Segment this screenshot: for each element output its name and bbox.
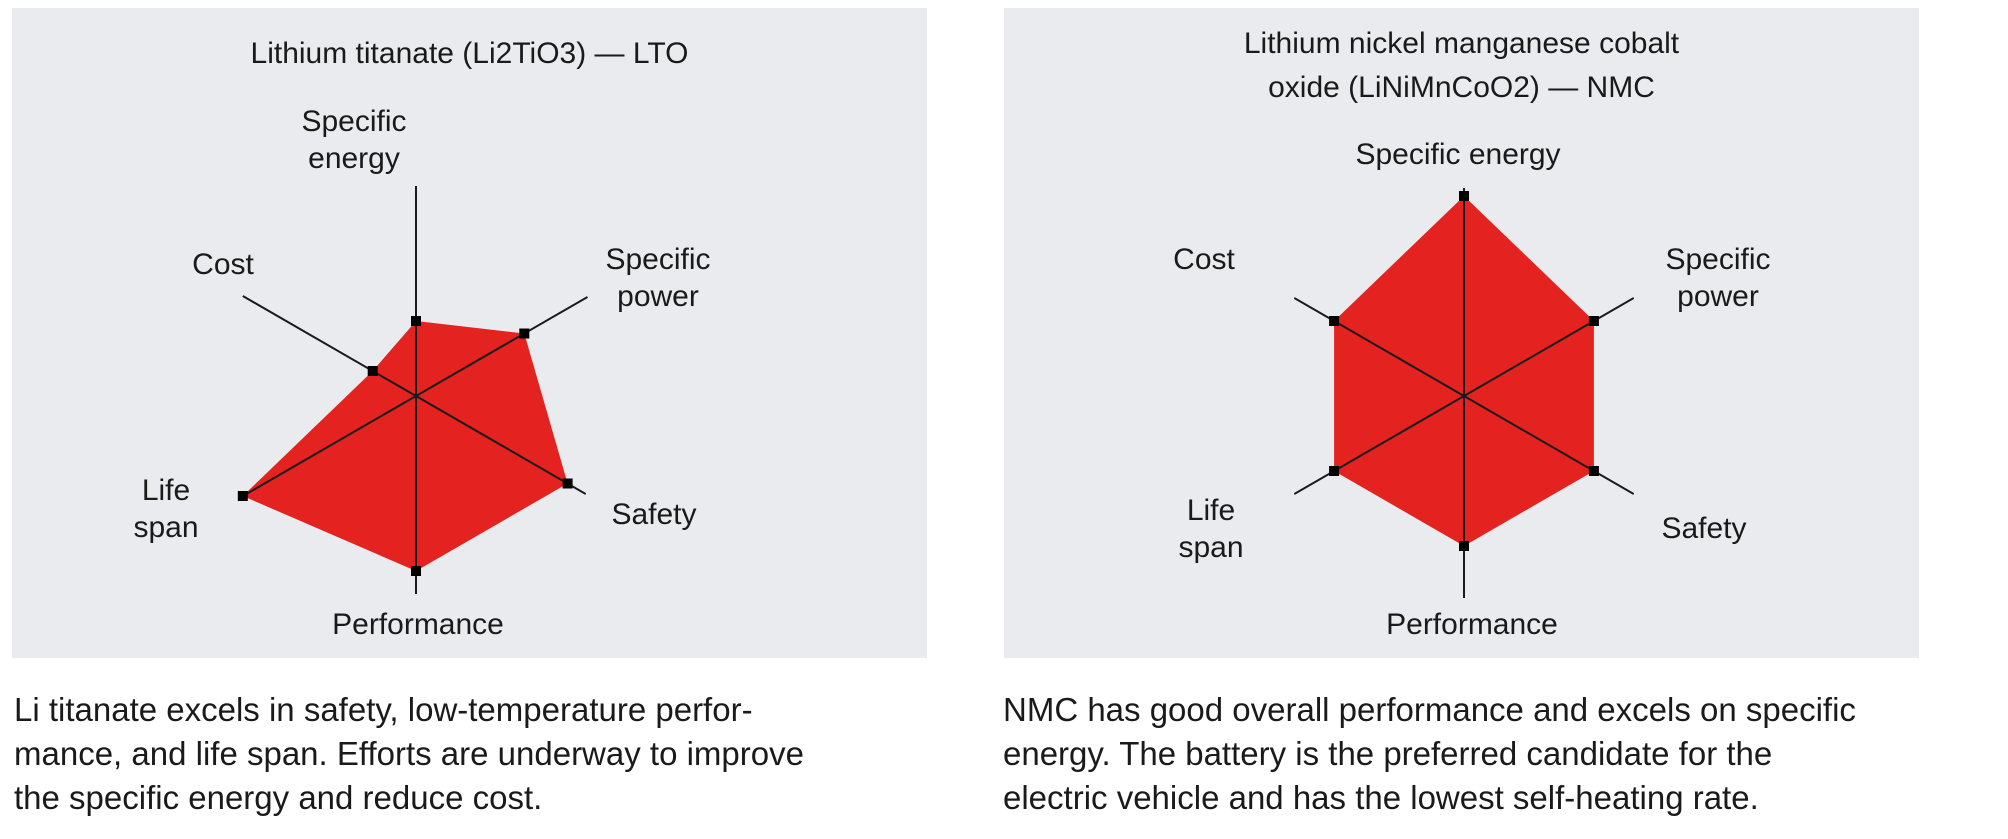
axis-label-performance: Performance (332, 608, 504, 641)
data-point-performance (1459, 541, 1469, 551)
axis-label-performance: Performance (1386, 608, 1558, 641)
chart-title-line: oxide (LiNiMnCoO2) — NMC (1268, 71, 1655, 104)
chart-title-line: Lithium titanate (Li2TiO3) — LTO (250, 37, 689, 70)
axis-line-life-span (1293, 395, 1465, 495)
lto-caption: Li titanate excels in safety, low-temper… (14, 688, 974, 820)
chart-title: Lithium titanate (Li2TiO3) — LTO (12, 32, 927, 76)
axis-line-safety (1463, 395, 1635, 495)
axis-label-cost: Cost (1173, 243, 1235, 276)
caption-line: NMC has good overall performance and exc… (1003, 691, 1856, 728)
axis-line-life-span (245, 395, 417, 495)
data-point-specific-power (519, 328, 530, 339)
data-point-safety (1588, 466, 1599, 476)
lto-radar-chart (237, 186, 588, 594)
caption-line: mance, and life span. Efforts are underw… (14, 735, 804, 772)
axis-label-specific-energy: Specific energy (1355, 138, 1561, 171)
caption-line: energy. The battery is the preferred can… (1003, 735, 1773, 772)
chart-title: Lithium nickel manganese cobalt oxide (L… (1004, 22, 1919, 110)
data-point-life-span (1329, 466, 1340, 476)
radar-area (242, 321, 568, 571)
axis-label-specific-power: Specific power (605, 243, 711, 313)
caption-line: Li titanate excels in safety, low-temper… (14, 691, 753, 728)
axis-line-cost (1293, 297, 1465, 397)
data-point-safety (562, 478, 573, 489)
data-point-life-span (237, 491, 248, 501)
caption-line: electric vehicle and has the lowest self… (1003, 779, 1759, 816)
nmc-caption: NMC has good overall performance and exc… (1003, 688, 1963, 820)
axis-label-life-span: Life span (1178, 494, 1244, 564)
axis-label-safety: Safety (1661, 512, 1747, 545)
data-point-performance (411, 566, 421, 576)
chart-title-line: Lithium nickel manganese cobalt (1243, 27, 1680, 60)
data-point-specific-power (1588, 316, 1599, 326)
data-point-specific-energy (411, 316, 421, 326)
axis-label-specific-energy: Specific energy (301, 105, 407, 175)
axis-line-specific-power (415, 296, 588, 397)
nmc-radar-chart (1293, 188, 1635, 598)
nmc-chart-panel: Lithium nickel manganese cobalt oxide (L… (1004, 8, 1919, 658)
axis-label-safety: Safety (611, 498, 697, 531)
data-point-specific-energy (1459, 191, 1469, 201)
data-point-cost (367, 366, 378, 376)
lto-chart-panel: Lithium titanate (Li2TiO3) — LTO Specifi… (12, 8, 927, 658)
axis-line-specific-power (1463, 297, 1635, 397)
caption-line: the specific energy and reduce cost. (14, 779, 543, 816)
axis-label-life-span: Life span (133, 474, 199, 544)
axis-line-cost (242, 295, 417, 397)
axis-label-specific-power: Specific power (1665, 243, 1771, 313)
data-point-cost (1329, 316, 1340, 326)
axis-label-cost: Cost (192, 248, 254, 281)
axis-line-safety (415, 395, 587, 495)
